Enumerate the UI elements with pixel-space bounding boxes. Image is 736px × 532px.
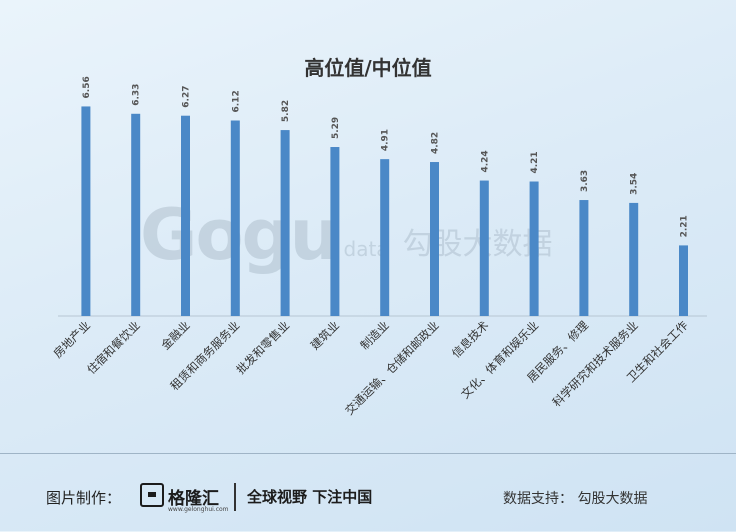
bar — [280, 130, 290, 316]
chart-svg: 6.56房地产业6.33住宿和餐饮业6.27金融业6.12租赁和商务服务业5.8… — [51, 76, 707, 418]
bar — [579, 200, 589, 316]
data-label: 4.91 — [381, 129, 391, 151]
data-source: 数据支持： 勾股大数据 — [503, 491, 648, 507]
chart: Gogu data 勾股大数据 6.56房地产业6.33住宿和餐饮业6.27金融… — [51, 56, 707, 418]
x-tick-label: 制造业 — [358, 318, 392, 352]
data-label: 3.63 — [580, 170, 590, 192]
bar — [679, 245, 688, 316]
bar — [380, 159, 390, 316]
x-tick-label: 金融业 — [158, 318, 192, 352]
chart-title: 高位值/中位值 — [304, 56, 432, 80]
data-label: 6.56 — [82, 76, 92, 98]
brand-url: www.gelonghui.com — [168, 506, 229, 513]
bar — [479, 180, 489, 316]
data-label: 6.27 — [182, 85, 192, 107]
bar — [81, 106, 91, 316]
bar — [181, 115, 190, 316]
brand-logo-icon — [140, 483, 164, 507]
footer: 图片制作： 格隆汇 www.gelonghui.com 全球视野 下注中国 数据… — [0, 453, 736, 532]
bar — [131, 113, 141, 317]
data-label: 4.21 — [530, 151, 540, 173]
x-tick-label: 信息技术 — [449, 318, 492, 361]
data-label: 4.82 — [431, 132, 441, 154]
data-label: 5.29 — [331, 117, 341, 139]
footer-divider — [234, 483, 236, 511]
footer-label: 图片制作： — [46, 489, 122, 507]
slogan: 全球视野 下注中国 — [247, 488, 373, 506]
x-tick-label: 住宿和餐饮业 — [84, 318, 143, 377]
x-tick-label: 建筑业 — [308, 318, 342, 352]
data-label: 2.21 — [680, 215, 690, 237]
data-label: 4.24 — [480, 150, 490, 172]
bar — [529, 181, 539, 316]
bar — [230, 120, 240, 316]
bar — [330, 147, 340, 316]
x-tick-label: 交通运输、仓储和邮政业 — [342, 318, 441, 417]
data-label: 3.54 — [630, 173, 640, 195]
x-tick-label: 科学研究和技术服务业 — [550, 318, 641, 409]
bar — [629, 202, 639, 316]
x-tick-label: 批发和零售业 — [234, 318, 293, 377]
x-tick-label: 房地产业 — [51, 318, 93, 360]
bar — [430, 162, 439, 316]
data-label: 6.12 — [231, 90, 241, 112]
data-label: 6.33 — [132, 84, 142, 106]
brand-name: 格隆汇 — [168, 489, 219, 509]
data-label: 5.82 — [281, 100, 291, 122]
